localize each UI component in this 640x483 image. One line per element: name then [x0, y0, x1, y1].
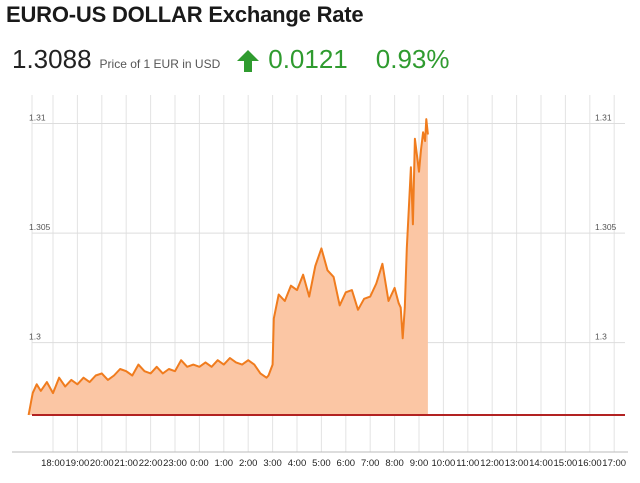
x-tick-label: 0:00 — [190, 458, 209, 469]
x-tick-label: 19:00 — [66, 458, 90, 469]
y-tick-label-left: 1.31 — [29, 112, 46, 122]
x-tick-label: 14:00 — [529, 458, 553, 469]
y-tick-label-left: 1.3 — [29, 332, 41, 342]
y-tick-label-left: 1.305 — [29, 222, 51, 232]
x-tick-label: 6:00 — [337, 458, 356, 469]
x-tick-label: 7:00 — [361, 458, 380, 469]
x-axis-labels: 18:00 19:00 20:00 21:00 22:00 23:00 0:00 1:00 2:… — [41, 458, 626, 469]
up-arrow-icon — [237, 50, 260, 72]
price-change: 0.0121 — [268, 44, 348, 74]
x-tick-label: 8:00 — [385, 458, 404, 469]
price-series-line — [27, 118, 429, 416]
x-tick-label: 18:00 — [41, 458, 65, 469]
x-tick-label: 16:00 — [578, 458, 602, 469]
x-tick-label: 9:00 — [410, 458, 429, 469]
current-price: 1.3088 — [12, 44, 92, 74]
y-tick-label-right: 1.305 — [595, 222, 617, 232]
x-tick-label: 21:00 — [114, 458, 138, 469]
x-tick-label: 10:00 — [432, 458, 456, 469]
y-axis-labels: 1.3 1.3 1.305 1.305 1.31 1.31 — [29, 112, 617, 341]
x-tick-label: 13:00 — [505, 458, 529, 469]
x-tick-label: 23:00 — [163, 458, 187, 469]
price-change-percent: 0.93% — [375, 44, 450, 74]
quote-summary: 1.3088 Price of 1 EUR in USD 0.0121 0.93… — [12, 44, 450, 78]
x-tick-label: 15:00 — [554, 458, 578, 469]
price-area-fill — [28, 119, 428, 415]
x-tick-label: 5:00 — [312, 458, 331, 469]
chart-title: EURO-US DOLLAR Exchange Rate — [6, 2, 364, 27]
x-tick-label: 2:00 — [239, 458, 258, 469]
x-tick-label: 17:00 — [602, 458, 626, 469]
x-tick-label: 11:00 — [456, 458, 479, 469]
price-caption: Price of 1 EUR in USD — [99, 57, 221, 71]
x-tick-label: 3:00 — [263, 458, 282, 469]
x-tick-label: 4:00 — [288, 458, 307, 469]
x-tick-label: 22:00 — [139, 458, 163, 469]
x-tick-label: 1:00 — [215, 458, 234, 469]
y-tick-label-right: 1.31 — [595, 112, 612, 122]
y-tick-label-right: 1.3 — [595, 332, 607, 342]
x-tick-label: 12:00 — [480, 458, 504, 469]
x-tick-label: 20:00 — [90, 458, 114, 469]
